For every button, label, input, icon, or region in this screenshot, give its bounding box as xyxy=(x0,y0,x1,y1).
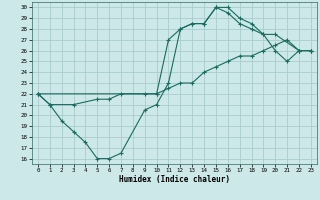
X-axis label: Humidex (Indice chaleur): Humidex (Indice chaleur) xyxy=(119,175,230,184)
